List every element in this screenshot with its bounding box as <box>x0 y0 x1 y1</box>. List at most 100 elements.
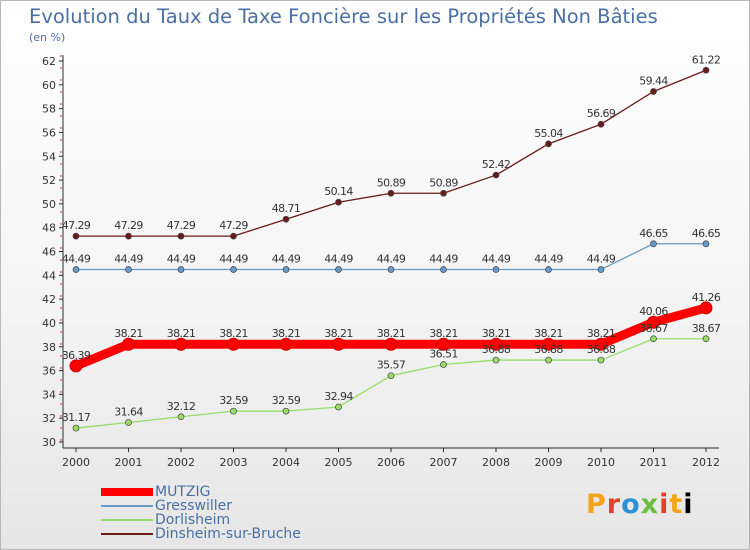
data-point <box>387 189 395 197</box>
data-point <box>545 140 552 148</box>
data-point <box>650 335 657 343</box>
data-point <box>647 315 660 329</box>
x-tick-label: 2002 <box>167 456 195 469</box>
y-tick-label: 60 <box>42 79 56 92</box>
data-label: 38.21 <box>534 327 563 340</box>
chart-legend: MUTZIG Gresswiller Dorlisheim Dinsheim-s… <box>101 485 301 541</box>
x-tick-label: 2006 <box>377 456 405 469</box>
data-point <box>177 232 185 240</box>
data-label: 38.21 <box>114 327 143 340</box>
y-tick-label: 44 <box>42 269 56 282</box>
y-tick-label: 48 <box>42 222 56 235</box>
data-point <box>387 372 395 380</box>
data-label: 44.49 <box>587 252 616 265</box>
data-label: 61.22 <box>692 53 721 66</box>
data-label: 44.49 <box>272 252 301 265</box>
data-point <box>440 361 447 368</box>
data-point <box>650 240 657 248</box>
data-label: 32.59 <box>219 394 248 407</box>
data-point <box>489 337 503 351</box>
data-point <box>542 337 555 351</box>
legend-label-gresswiller: Gresswiller <box>155 498 232 514</box>
x-tick-label: 2003 <box>220 456 248 469</box>
data-point <box>72 232 80 240</box>
data-label: 59.44 <box>639 74 668 87</box>
legend-swatch-mutzig <box>101 488 153 496</box>
x-tick-label: 2001 <box>115 456 143 469</box>
data-point <box>72 266 80 273</box>
y-tick-label: 36 <box>42 365 56 378</box>
data-point <box>545 356 552 364</box>
data-point <box>69 359 83 373</box>
data-label: 38.67 <box>639 322 668 335</box>
legend-swatch-dinsheim <box>101 533 153 535</box>
series-line-3 <box>75 69 707 237</box>
y-tick-label: 40 <box>42 317 56 330</box>
data-point <box>545 266 552 273</box>
data-label: 50.89 <box>429 176 458 189</box>
data-point <box>279 337 293 351</box>
y-tick-label: 32 <box>42 412 56 425</box>
data-point <box>174 337 188 351</box>
data-point <box>177 413 185 421</box>
x-tick-label: 2005 <box>325 456 353 469</box>
y-tick-label: 38 <box>42 341 56 354</box>
data-label: 44.49 <box>534 252 563 265</box>
data-label: 44.49 <box>114 252 143 265</box>
data-point <box>387 266 395 273</box>
legend-swatch-gresswiller <box>101 505 153 507</box>
data-point <box>492 266 500 273</box>
data-point <box>702 240 710 248</box>
data-label: 46.65 <box>639 227 668 240</box>
data-label: 38.67 <box>692 322 721 335</box>
data-label: 47.29 <box>114 219 143 232</box>
data-point <box>335 266 342 273</box>
data-label: 44.49 <box>429 252 458 265</box>
legend-item-dorlisheim: Dorlisheim <box>101 513 301 527</box>
data-label: 38.21 <box>377 327 406 340</box>
data-label: 32.59 <box>272 394 301 407</box>
data-label: 50.89 <box>377 176 406 189</box>
data-label: 47.29 <box>219 219 248 232</box>
data-label: 32.94 <box>324 390 353 403</box>
data-point <box>335 198 342 206</box>
data-label: 44.49 <box>219 252 248 265</box>
data-point <box>230 407 237 415</box>
data-label: 44.49 <box>167 252 196 265</box>
y-tick-label: 30 <box>42 436 56 449</box>
y-tick-label: 50 <box>42 198 56 211</box>
data-label: 32.12 <box>167 400 196 413</box>
data-point <box>597 266 605 273</box>
legend-label-dorlisheim: Dorlisheim <box>155 512 231 528</box>
data-label: 47.29 <box>62 219 91 232</box>
data-point <box>594 337 608 351</box>
data-label: 48.71 <box>272 202 301 215</box>
data-label: 38.21 <box>587 327 616 340</box>
y-tick-label: 46 <box>42 246 56 259</box>
data-point <box>125 266 132 273</box>
data-label: 38.21 <box>482 327 511 340</box>
data-point <box>384 337 398 351</box>
x-tick-label: 2007 <box>430 456 458 469</box>
y-tick-label: 54 <box>42 150 56 163</box>
data-label: 44.49 <box>62 252 91 265</box>
data-label: 38.21 <box>272 327 301 340</box>
x-tick-label: 2000 <box>62 456 90 469</box>
data-point <box>282 266 290 273</box>
data-label: 35.57 <box>377 359 406 372</box>
data-label: 36.88 <box>482 343 511 356</box>
legend-label-mutzig: MUTZIG <box>155 484 211 500</box>
data-label: 31.64 <box>114 405 143 418</box>
data-label: 36.88 <box>587 343 616 356</box>
data-point <box>492 356 500 364</box>
data-label: 31.17 <box>62 411 91 424</box>
data-point <box>230 232 237 240</box>
data-label: 36.39 <box>62 349 91 362</box>
data-point <box>702 66 710 74</box>
data-label: 44.49 <box>324 252 353 265</box>
data-point <box>699 301 713 315</box>
data-label: 38.21 <box>324 327 353 340</box>
legend-item-mutzig: MUTZIG <box>101 485 301 499</box>
